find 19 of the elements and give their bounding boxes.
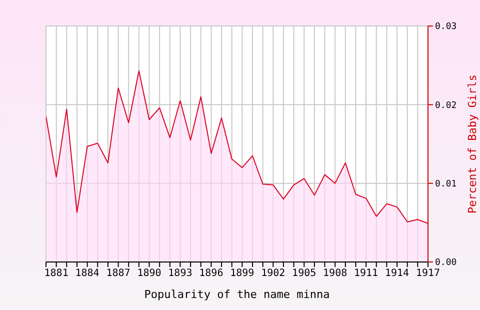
x-tick-label: 1914 [384,268,410,280]
y-tick-label: 0.00 [435,258,457,268]
y-tick-label: 0.02 [435,100,457,111]
x-tick-label: 1917 [416,268,440,280]
x-tick-label: 1902 [261,268,286,280]
x-tick-label: 1890 [137,268,162,280]
x-tick-label: 1905 [292,268,316,280]
x-tick-label: 1908 [323,268,348,280]
x-tick-label: 1887 [106,268,130,280]
y-tick-label: 0.01 [435,180,457,190]
y-axis-title: Percent of Baby Girls [466,74,479,214]
x-tick-label: 1884 [75,268,100,280]
x-tick-label: 1899 [230,268,254,280]
x-tick-label: 1881 [44,268,68,280]
x-tick-label: 1896 [199,268,224,280]
x-tick-label: 1893 [168,268,192,280]
y-tick-label: 0.03 [435,22,457,32]
x-axis-title: Popularity of the name minna [144,288,330,301]
x-tick-label: 1911 [354,268,378,280]
